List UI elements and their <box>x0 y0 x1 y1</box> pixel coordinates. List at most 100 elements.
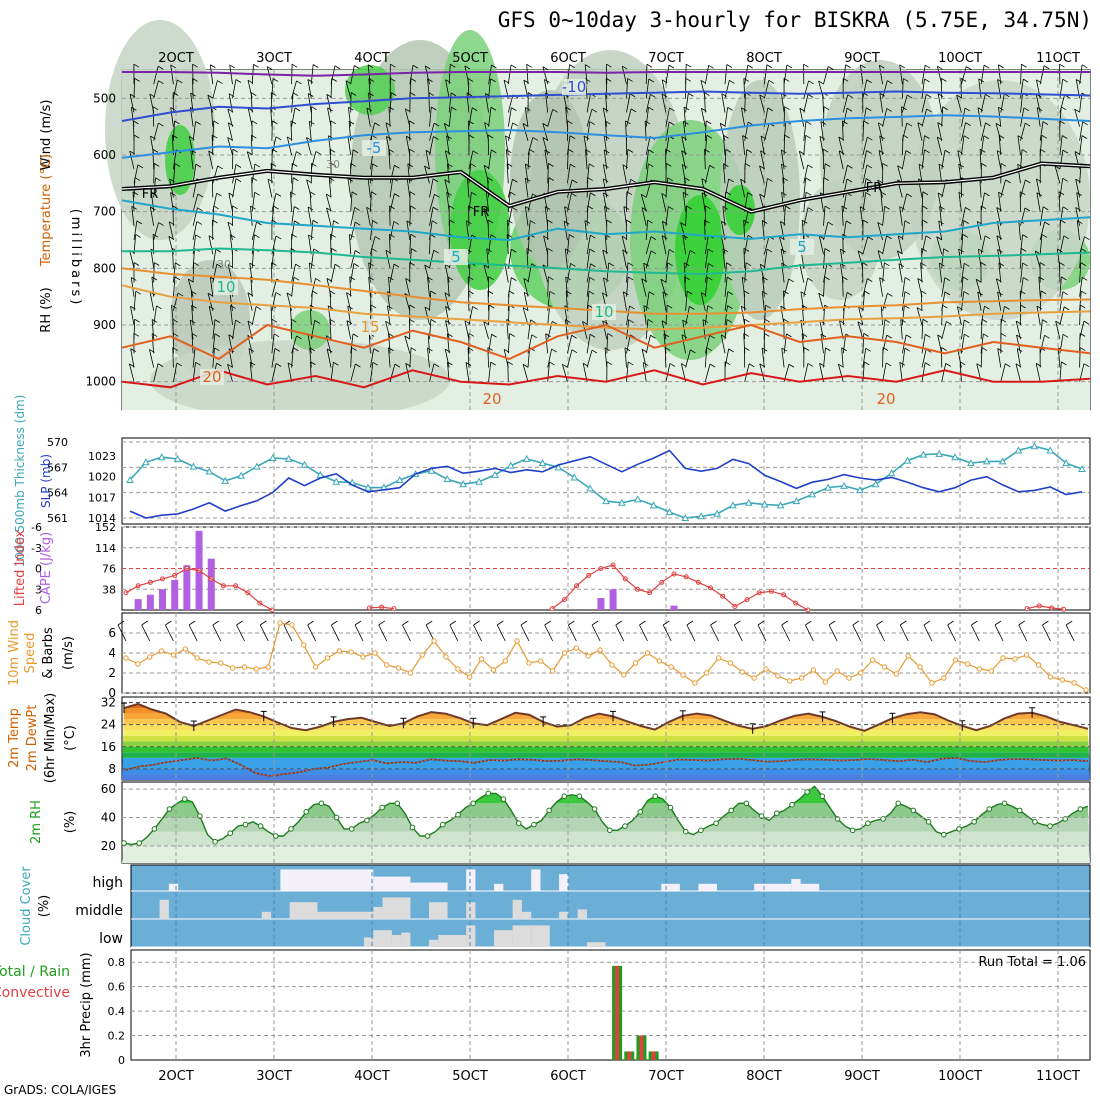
wind-barb-flag <box>838 150 845 155</box>
wind-barb-flag <box>728 348 734 353</box>
wind-barb <box>251 306 257 326</box>
wind-barb <box>567 149 569 170</box>
wind-barb-flag <box>487 219 494 224</box>
wind-barb <box>980 122 986 141</box>
wind-barb-flag <box>647 219 653 224</box>
wind-barb <box>980 192 985 212</box>
wind-barb <box>606 262 610 283</box>
wind-barb-flag <box>170 64 176 69</box>
wind-barb-flag <box>1041 234 1048 238</box>
wind-barb-flag <box>780 221 786 225</box>
wind-barb <box>429 207 434 226</box>
wind-barb <box>291 277 295 297</box>
wind-barb-flag <box>368 78 375 82</box>
wind-barb-flag <box>326 278 333 282</box>
wind-barb <box>921 349 927 368</box>
wind-barb-flag <box>385 320 391 325</box>
wind-barb <box>780 221 785 241</box>
10m-wind-barb <box>970 624 980 642</box>
wind-barb-flag <box>1021 63 1027 68</box>
wind-barb <box>936 136 943 156</box>
wind-barb-flag <box>326 193 332 198</box>
wind-barb-flag <box>483 321 489 326</box>
2m-temp-label-1: 2m Temp <box>7 708 22 768</box>
wind-barb <box>389 92 392 113</box>
wind-barb-flag <box>530 319 536 324</box>
wind-barb <box>921 135 925 156</box>
10m-wind-speed-point <box>739 669 745 675</box>
wind-barb-flag <box>468 120 474 125</box>
10m-wind-barb <box>496 624 506 642</box>
wind-barb <box>781 263 785 283</box>
wind-barb <box>547 349 552 368</box>
10m-wind-barb <box>591 624 601 642</box>
wind-barb <box>247 108 253 127</box>
wind-barb-flag <box>552 320 558 325</box>
wind-barb-flag <box>803 347 810 351</box>
10m-wind-barb-flag <box>734 620 741 626</box>
wind-barb <box>429 319 432 340</box>
wind-barb <box>780 149 785 170</box>
wind-barb <box>153 122 159 141</box>
lifted-index-axis-label: Lifted Index <box>13 529 28 606</box>
wind-barb <box>901 94 908 113</box>
cloud-row-label-middle: middle <box>75 903 123 919</box>
2m-rh-point <box>698 827 704 834</box>
wind-barb-flag <box>662 220 668 225</box>
10m-wind-barb-flag <box>639 620 646 626</box>
wind-barb <box>606 333 609 354</box>
10m-wind-speed-point <box>265 664 271 670</box>
10m-wind-barb-flag <box>378 620 385 626</box>
wind-barb-flag <box>549 290 556 295</box>
precip-convective-bar <box>639 1035 644 1060</box>
wind-barb-flag <box>902 134 909 139</box>
10m-wind-speed-point <box>336 648 342 654</box>
cloud-high-bar <box>531 869 541 891</box>
wind-barb-flag <box>606 361 613 366</box>
wind-barb <box>429 363 435 382</box>
wind-barb <box>586 93 591 113</box>
wind-barb-flag <box>996 278 1002 283</box>
wind-barb-flag <box>984 235 991 240</box>
wind-barb-flag <box>351 191 358 196</box>
wind-barb <box>660 279 667 297</box>
wind-barb <box>169 178 174 198</box>
wind-barb <box>1075 207 1080 226</box>
wind-barb <box>956 94 962 113</box>
wind-barb <box>370 362 374 382</box>
10m-wind-speed-point <box>870 657 876 663</box>
wind-barb-flag <box>571 192 577 197</box>
wind-barb-flag <box>1023 78 1029 83</box>
wind-barb <box>803 207 809 226</box>
2m-temp-line <box>123 702 1089 732</box>
10m-wind-speed-point <box>431 638 437 644</box>
wind-barb <box>704 120 707 141</box>
wind-barb <box>586 291 590 311</box>
wind-barb-flag <box>468 134 475 139</box>
wind-barb-flag <box>963 220 969 224</box>
cloud-high-bar <box>754 883 792 891</box>
wind-barb <box>444 179 450 198</box>
wind-barb-flag <box>307 79 314 83</box>
wind-barb-flag <box>286 292 293 297</box>
wind-barb-flag <box>879 277 885 281</box>
wind-barb <box>1079 347 1081 368</box>
wind-barb <box>683 106 686 127</box>
wind-barb-flag <box>195 121 201 125</box>
wind-barb <box>347 135 352 156</box>
cloud-row-label-high: high <box>92 875 123 891</box>
wind-barb-flag <box>293 347 299 352</box>
pressure-tick-label: 600 <box>93 148 116 162</box>
wind-barb-flag <box>345 80 352 85</box>
wind-barb <box>524 107 529 127</box>
thickness-point <box>221 476 230 484</box>
wind-barb <box>780 249 785 269</box>
2m-rh-point <box>470 800 477 807</box>
wind-barb-flag <box>823 106 830 111</box>
wind-barb-flag <box>334 263 341 268</box>
wind-barb-flag <box>1080 248 1087 252</box>
wind-barb-flag <box>131 107 137 111</box>
contour-label-bg <box>874 391 898 407</box>
wind-barb <box>744 65 749 85</box>
wind-barb-flag <box>329 290 336 295</box>
